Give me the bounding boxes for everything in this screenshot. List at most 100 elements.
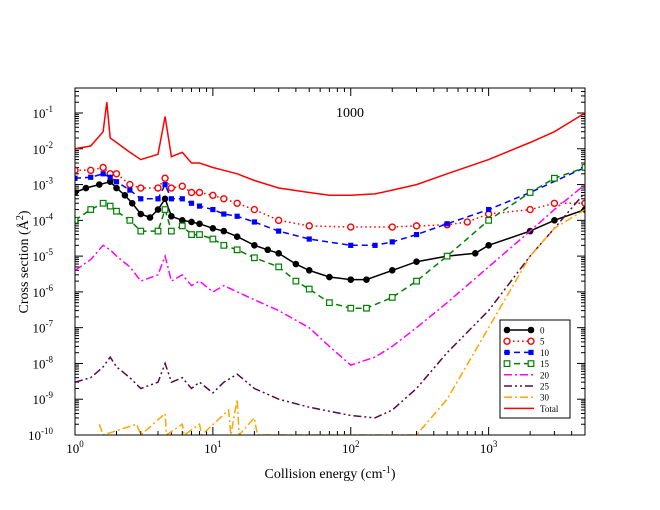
y-tick-label: 10-2 — [33, 140, 54, 157]
data-point — [292, 260, 300, 268]
data-point — [179, 196, 185, 202]
legend-marker — [503, 337, 511, 345]
data-point — [372, 242, 378, 248]
data-point — [99, 199, 107, 207]
data-point — [581, 164, 585, 171]
y-tick-label: 10-10 — [28, 426, 53, 443]
data-point — [209, 235, 217, 243]
data-point — [178, 217, 186, 224]
data-point — [363, 304, 370, 312]
data-point — [100, 171, 106, 177]
data-point — [113, 179, 120, 185]
data-point — [137, 210, 145, 218]
data-point — [233, 233, 241, 240]
data-point — [275, 263, 283, 271]
data-point — [138, 196, 144, 202]
data-point — [75, 189, 79, 196]
data-point — [127, 187, 133, 193]
series-15 — [75, 164, 585, 312]
series-30 — [98, 208, 585, 435]
legend-label-0: 0 — [540, 326, 545, 336]
y-tick-label: 10-9 — [33, 390, 54, 407]
data-point — [196, 220, 203, 228]
series-line-25 — [75, 192, 585, 419]
data-point — [485, 216, 493, 224]
legend-marker — [527, 337, 535, 345]
y-tick-label: 10-6 — [33, 283, 54, 300]
legend-label-10: 10 — [540, 348, 550, 358]
data-point — [112, 170, 121, 178]
series-layer — [75, 102, 585, 435]
data-point — [388, 267, 396, 274]
data-point — [106, 202, 114, 210]
data-point — [221, 211, 227, 217]
data-point — [113, 184, 120, 192]
data-point — [305, 285, 313, 293]
y-tick-label: 10-5 — [33, 247, 54, 264]
data-point — [99, 163, 107, 172]
data-point — [347, 304, 355, 312]
series-line-5 — [75, 166, 585, 228]
data-point — [178, 182, 186, 190]
data-point — [88, 174, 94, 180]
data-point — [220, 195, 228, 203]
data-point — [161, 195, 169, 203]
data-point — [326, 273, 333, 281]
data-point — [526, 205, 534, 214]
data-point — [107, 174, 113, 180]
legend-label-15: 15 — [540, 359, 550, 369]
data-point — [167, 184, 176, 192]
data-point — [188, 218, 195, 226]
data-point — [388, 294, 396, 301]
data-point — [220, 241, 228, 249]
data-point — [126, 180, 134, 189]
x-tick-label: 101 — [204, 439, 222, 456]
data-point — [196, 203, 203, 209]
data-point — [581, 199, 585, 207]
legend-marker — [527, 326, 535, 334]
data-point — [471, 249, 479, 257]
data-point — [347, 276, 355, 283]
data-point — [275, 249, 282, 257]
legend-marker — [503, 360, 511, 367]
y-axis-label: Cross section (Å2) — [15, 210, 32, 313]
data-point — [75, 175, 78, 181]
data-point — [250, 254, 258, 262]
data-point — [87, 206, 95, 213]
data-point — [413, 277, 420, 285]
data-point — [363, 276, 370, 283]
data-point — [413, 231, 420, 238]
legend-marker — [528, 349, 534, 355]
legend-label-20: 20 — [540, 370, 550, 380]
data-point — [233, 246, 241, 254]
data-point — [87, 166, 95, 175]
data-point — [444, 221, 450, 227]
data-point — [209, 191, 217, 200]
data-point — [348, 242, 354, 248]
data-point — [168, 196, 174, 202]
data-point — [463, 218, 471, 226]
data-point — [305, 267, 313, 274]
legend-label-Total: Total — [540, 404, 559, 414]
legend-label-5: 5 — [540, 337, 545, 347]
legend-box — [499, 319, 571, 419]
data-point — [551, 217, 558, 224]
data-point — [274, 216, 283, 225]
data-point — [251, 242, 258, 249]
x-tick-label: 103 — [480, 439, 498, 456]
data-point — [233, 199, 241, 207]
legend-marker — [527, 360, 535, 367]
series-Total — [75, 102, 585, 197]
data-point — [113, 207, 120, 215]
data-point — [347, 223, 355, 231]
legend-label-25: 25 — [540, 382, 550, 392]
series-10 — [75, 164, 585, 248]
data-point — [95, 181, 103, 188]
data-point — [167, 227, 175, 235]
data-point — [220, 227, 228, 235]
plot-frame — [74, 87, 586, 436]
data-point — [161, 206, 169, 213]
series-20 — [75, 184, 585, 366]
